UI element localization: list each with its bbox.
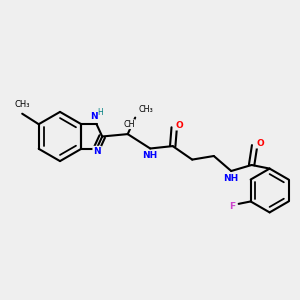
Text: N: N xyxy=(93,147,101,156)
Text: CH₃: CH₃ xyxy=(139,105,154,114)
Text: N: N xyxy=(90,112,98,121)
Text: O: O xyxy=(176,121,184,130)
Text: F: F xyxy=(230,202,236,211)
Text: CH₃: CH₃ xyxy=(14,100,30,109)
Text: NH: NH xyxy=(142,152,158,160)
Text: O: O xyxy=(256,139,264,148)
Text: H: H xyxy=(98,108,103,117)
Text: CH: CH xyxy=(124,120,135,129)
Text: NH: NH xyxy=(224,174,239,183)
